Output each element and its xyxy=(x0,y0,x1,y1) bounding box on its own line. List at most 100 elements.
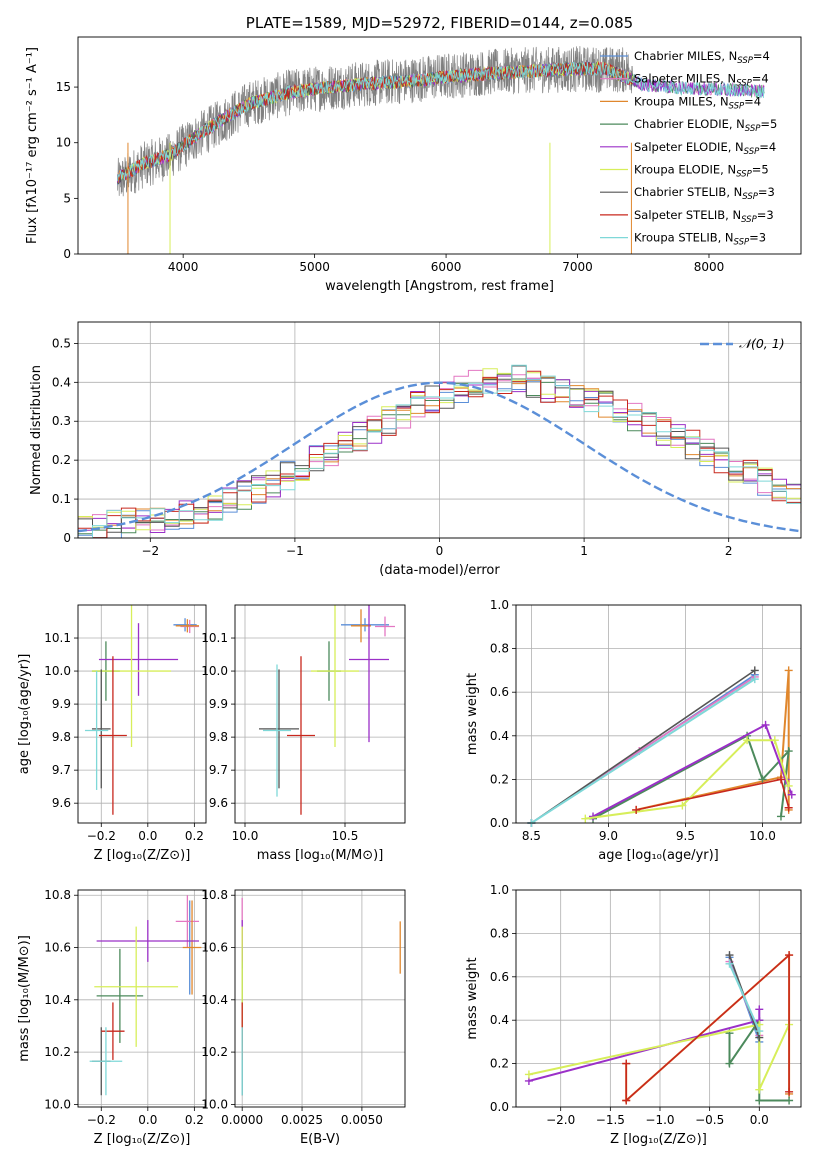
y-tick-label: 10.8 xyxy=(201,888,228,902)
legend-subscript: SSP xyxy=(736,170,752,180)
legend-label: Salpeter ELODIE, N xyxy=(634,140,744,154)
y-tick-label: 10 xyxy=(56,136,71,150)
x-axis-label: (data-model)/error xyxy=(379,563,500,578)
mass-weight-line xyxy=(528,1023,791,1091)
legend-subscript: SSP xyxy=(734,238,750,248)
axes-frame xyxy=(77,889,207,1108)
point-marker xyxy=(784,747,793,756)
y-axis-label: mass weight xyxy=(465,957,480,1039)
mass-weight-line xyxy=(530,669,756,824)
x-tick-label: 4000 xyxy=(168,260,199,274)
y-tick-label: 0.8 xyxy=(490,926,509,940)
point-marker xyxy=(622,1059,631,1068)
y-tick-label: 0 xyxy=(63,247,71,261)
histogram-step xyxy=(78,373,801,538)
x-axis-label: E(B-V) xyxy=(300,1132,340,1147)
legend-label: Chabrier STELIB, N xyxy=(634,185,742,199)
histogram-step xyxy=(78,364,801,538)
x-tick-label: 8000 xyxy=(694,260,725,274)
point-marker xyxy=(750,675,759,684)
model-spectrum-line xyxy=(117,61,765,181)
histogram-step xyxy=(78,365,801,538)
x-axis-label: Z [log₁₀(Z/Z⊙)] xyxy=(94,1132,191,1147)
y-tick-label: 9.9 xyxy=(209,697,228,711)
y-axis-label: Flux [fλ10⁻¹⁷ erg cm⁻² s⁻¹ A⁻¹] xyxy=(25,47,40,244)
point-marker xyxy=(776,812,785,821)
legend-label: Salpeter STELIB, N xyxy=(634,208,741,222)
x-tick-label: 0.2 xyxy=(185,1113,204,1127)
legend-tail: =3 xyxy=(749,231,766,245)
y-tick-label: 0.6 xyxy=(490,970,509,984)
y-tick-label: 0.4 xyxy=(52,375,71,389)
legend-entry: Chabrier MILES, NSSP=4 xyxy=(634,49,770,66)
point-marker xyxy=(784,666,793,675)
point-marker xyxy=(725,951,734,960)
x-tick-label: 10.0 xyxy=(749,829,776,843)
y-tick-label: 0.0 xyxy=(490,1100,509,1114)
mass-vs-metallicity-axes: −0.2 0.0 0.2 10.0 10.2 10.4 10.6 10.8 Z [log₁₀(Z… xyxy=(17,888,206,1147)
point-marker xyxy=(776,775,785,784)
legend-entry: Salpeter MILES, NSSP=4 xyxy=(634,72,769,89)
legend-entry: Kroupa ELODIE, NSSP=5 xyxy=(634,163,769,180)
legend-label: Salpeter MILES, N xyxy=(634,72,736,86)
x-tick-label: −1 xyxy=(286,544,304,558)
point-marker xyxy=(755,1096,764,1105)
x-axis-label: Z [log₁₀(Z/Z⊙)] xyxy=(610,1132,707,1147)
legend-tail: =3 xyxy=(757,208,774,222)
y-tick-label: 9.8 xyxy=(52,730,71,744)
y-axis-label: age [log₁₀(age/yr)] xyxy=(17,654,32,775)
y-tick-label: 9.6 xyxy=(209,796,228,810)
x-tick-label: −1.0 xyxy=(645,1113,674,1127)
y-tick-label: 10.1 xyxy=(44,631,71,645)
legend-entry: Chabrier STELIB, NSSP=3 xyxy=(634,185,775,202)
legend-tail: =5 xyxy=(752,163,769,177)
legend-subscript: SSP xyxy=(729,101,745,111)
normal-curve xyxy=(77,381,802,533)
legend-entry: Chabrier ELODIE, NSSP=5 xyxy=(634,117,777,134)
histogram-axes: −2 −1 0 1 2 0 0.1 0.2 0.3 0.4 0.5 (data-model)/erro… xyxy=(29,322,802,578)
spectrum-axes: 4000 5000 6000 7000 8000 0 5 10 15 wavelength [An… xyxy=(25,14,777,294)
y-tick-label: 0.6 xyxy=(490,685,509,699)
y-tick-label: 9.8 xyxy=(209,730,228,744)
x-tick-label: 5000 xyxy=(299,260,330,274)
axes-frame xyxy=(77,321,802,539)
x-tick-label: 8.5 xyxy=(522,829,541,843)
legend-tail: =5 xyxy=(760,117,777,131)
x-tick-label: 0.0025 xyxy=(281,1113,323,1127)
mass-vs-ebv-axes: 0.0000 0.0025 0.0050 10.0 10.2 10.4 10.6 10.8 E(… xyxy=(201,888,405,1147)
legend-tail: =4 xyxy=(753,49,770,63)
x-tick-label: 9.0 xyxy=(599,829,618,843)
x-tick-label: 7000 xyxy=(562,260,593,274)
y-tick-label: 0.0 xyxy=(490,816,509,830)
x-tick-label: 9.5 xyxy=(676,829,695,843)
x-tick-label: 0.0 xyxy=(138,1113,157,1127)
histogram-step xyxy=(78,368,801,531)
point-marker xyxy=(725,1059,734,1068)
point-marker xyxy=(743,736,752,745)
y-tick-label: 10.0 xyxy=(201,1097,228,1111)
legend-subscript: SSP xyxy=(737,56,753,66)
legend-subscript: SSP xyxy=(741,215,757,225)
legend-entry: Salpeter ELODIE, NSSP=4 xyxy=(634,140,776,157)
x-tick-label: −0.2 xyxy=(87,1113,116,1127)
point-marker xyxy=(632,805,641,814)
y-tick-label: 1.0 xyxy=(490,598,509,612)
axes-frame xyxy=(234,604,406,824)
mass-weight-line xyxy=(592,734,791,820)
y-tick-label: 10.4 xyxy=(201,993,228,1007)
y-tick-label: 0.3 xyxy=(52,414,71,428)
point-marker xyxy=(755,1027,764,1036)
x-tick-label: −2.0 xyxy=(546,1113,575,1127)
axes-frame xyxy=(515,889,802,1108)
y-tick-label: 0.1 xyxy=(52,492,71,506)
legend-entry: Kroupa MILES, NSSP=4 xyxy=(634,94,761,111)
histogram-step xyxy=(78,380,801,538)
model-spectrum-line xyxy=(117,61,633,181)
axes-frame xyxy=(77,36,802,255)
y-tick-label: 0.5 xyxy=(52,336,71,350)
legend-subscript: SSP xyxy=(745,124,761,134)
axes-frame xyxy=(515,604,802,824)
y-tick-label: 10.0 xyxy=(44,1097,71,1111)
x-tick-label: 6000 xyxy=(431,260,462,274)
